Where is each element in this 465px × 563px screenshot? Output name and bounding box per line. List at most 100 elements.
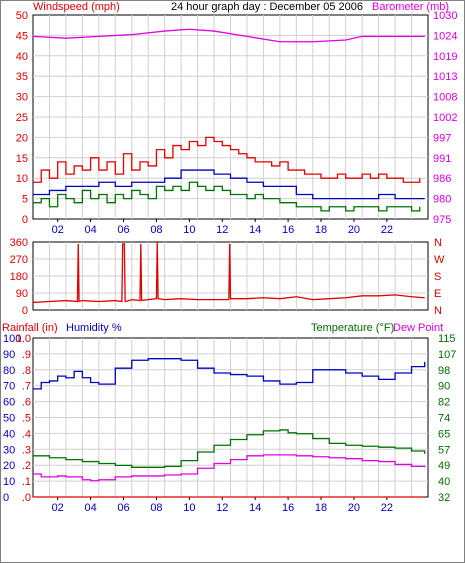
windspeed-tick-label: 0 — [22, 214, 28, 226]
barometer-tick-label: 1019 — [433, 51, 457, 63]
barometer-tick-label: 1002 — [433, 112, 457, 124]
barometer-tick-label: 1030 — [433, 10, 457, 22]
humidity-tick-label: 100 — [3, 333, 21, 345]
barometer-axis-label: Barometer (mb) — [372, 1, 449, 13]
temperature-x-tick-label: 10 — [183, 502, 195, 514]
wind-x-tick-label: 16 — [282, 224, 294, 236]
humidity-tick-label: 80 — [3, 365, 15, 377]
humidity-tick-label: 60 — [3, 397, 15, 409]
temperature-x-tick-label: 20 — [348, 502, 360, 514]
rainfall-tick-label: .2 — [22, 460, 31, 472]
wind-x-tick-label: 06 — [117, 224, 129, 236]
temperature-tick-label: 40 — [438, 476, 450, 488]
windspeed-tick-label: 25 — [16, 112, 28, 124]
rainfall-tick-label: .4 — [22, 428, 31, 440]
compass-tick-label: N — [434, 305, 442, 317]
gust-series — [33, 136, 421, 183]
graph-title: 24 hour graph day : December 05 2006 — [171, 1, 363, 13]
barometer-tick-label: 980 — [433, 194, 451, 206]
humidity-tick-label: 20 — [3, 460, 15, 472]
temperature-x-tick-label: 02 — [52, 502, 64, 514]
humidity-tick-label: 50 — [3, 413, 15, 425]
temperature-tick-label: 57 — [438, 444, 450, 456]
rainfall-tick-label: 1.0 — [16, 333, 31, 345]
temperature-tick-label: 65 — [438, 428, 450, 440]
temperature-x-tick-label: 16 — [282, 502, 294, 514]
windspeed-tick-label: 35 — [16, 71, 28, 83]
temperature-tick-label: 32 — [438, 492, 450, 504]
temperature-tick-label: 107 — [438, 349, 456, 361]
windspeed-tick-label: 20 — [16, 132, 28, 144]
rainfall-tick-label: .5 — [22, 413, 31, 425]
windspeed-tick-label: 45 — [16, 30, 28, 42]
barometer-tick-label: 1008 — [433, 92, 457, 104]
dew-point-axis-label: Dew Point — [393, 322, 443, 334]
windspeed-tick-label: 50 — [16, 10, 28, 22]
humidity-tick-label: 10 — [3, 476, 15, 488]
barometer-tick-label: 1024 — [433, 30, 457, 42]
wind-direction-series — [32, 241, 425, 304]
barometer-tick-label: 986 — [433, 173, 451, 185]
compass-tick-label: E — [434, 288, 441, 300]
humidity-tick-label: 0 — [3, 492, 9, 504]
wind-series — [33, 169, 425, 200]
windspeed-tick-label: 40 — [16, 51, 28, 63]
rainfall-tick-label: .7 — [22, 381, 31, 393]
wind-x-tick-label: 02 — [52, 224, 64, 236]
barometer-series — [32, 28, 425, 43]
rainfall-tick-label: .0 — [22, 492, 31, 504]
barometer-tick-label: 975 — [433, 214, 451, 226]
rainfall-tick-label: .6 — [22, 397, 31, 409]
rainfall-tick-label: .1 — [22, 476, 31, 488]
windspeed-tick-label: 15 — [16, 153, 28, 165]
direction-tick-label: 180 — [10, 271, 28, 283]
temperature-tick-label: 49 — [438, 460, 450, 472]
wind-x-tick-label: 04 — [84, 224, 96, 236]
dew-point-series — [33, 454, 426, 482]
rainfall-tick-label: .9 — [22, 349, 31, 361]
wind-x-tick-label: 10 — [183, 224, 195, 236]
humidity-tick-label: 30 — [3, 444, 15, 456]
temperature-tick-label: 98 — [438, 365, 450, 377]
temperature-tick-label: 82 — [438, 397, 450, 409]
humidity-tick-label: 70 — [3, 381, 15, 393]
temperature-x-tick-label: 06 — [117, 502, 129, 514]
barometer-tick-label: 997 — [433, 132, 451, 144]
wind-x-tick-label: 22 — [381, 224, 393, 236]
compass-tick-label: S — [434, 271, 441, 283]
temperature-tick-label: 90 — [438, 381, 450, 393]
windspeed-axis-label: Windspeed (mph) — [33, 1, 120, 13]
humidity-series — [33, 358, 426, 390]
wind-x-tick-label: 20 — [348, 224, 360, 236]
wind-x-tick-label: 08 — [150, 224, 162, 236]
windspeed-tick-label: 30 — [16, 92, 28, 104]
temperature-series — [33, 429, 426, 468]
temperature-axis-label: Temperature (°F) — [311, 322, 394, 334]
temperature-x-tick-label: 14 — [249, 502, 261, 514]
barometer-tick-label: 991 — [433, 153, 451, 165]
humidity-axis-label: Humidity % — [66, 322, 122, 334]
wind-x-tick-label: 12 — [216, 224, 228, 236]
temperature-x-tick-label: 04 — [84, 502, 96, 514]
rainfall-tick-label: .8 — [22, 365, 31, 377]
windspeed-tick-label: 10 — [16, 173, 28, 185]
direction-tick-label: 360 — [10, 237, 28, 249]
wind-x-tick-label: 18 — [315, 224, 327, 236]
direction-tick-label: 90 — [16, 288, 28, 300]
temperature-x-tick-label: 22 — [381, 502, 393, 514]
temperature-x-tick-label: 12 — [216, 502, 228, 514]
rainfall-axis-label: Rainfall (in) — [2, 322, 58, 334]
temperature-x-tick-label: 08 — [150, 502, 162, 514]
wind-x-tick-label: 14 — [249, 224, 261, 236]
compass-tick-label: N — [434, 237, 442, 249]
temperature-tick-label: 115 — [438, 333, 456, 345]
humidity-tick-label: 40 — [3, 428, 15, 440]
compass-tick-label: W — [434, 254, 445, 266]
barometer-tick-label: 1013 — [433, 71, 457, 83]
direction-avg-series — [33, 181, 421, 212]
windspeed-tick-label: 5 — [22, 194, 28, 206]
rainfall-tick-label: .3 — [22, 444, 31, 456]
temperature-x-tick-label: 18 — [315, 502, 327, 514]
direction-tick-label: 270 — [10, 254, 28, 266]
